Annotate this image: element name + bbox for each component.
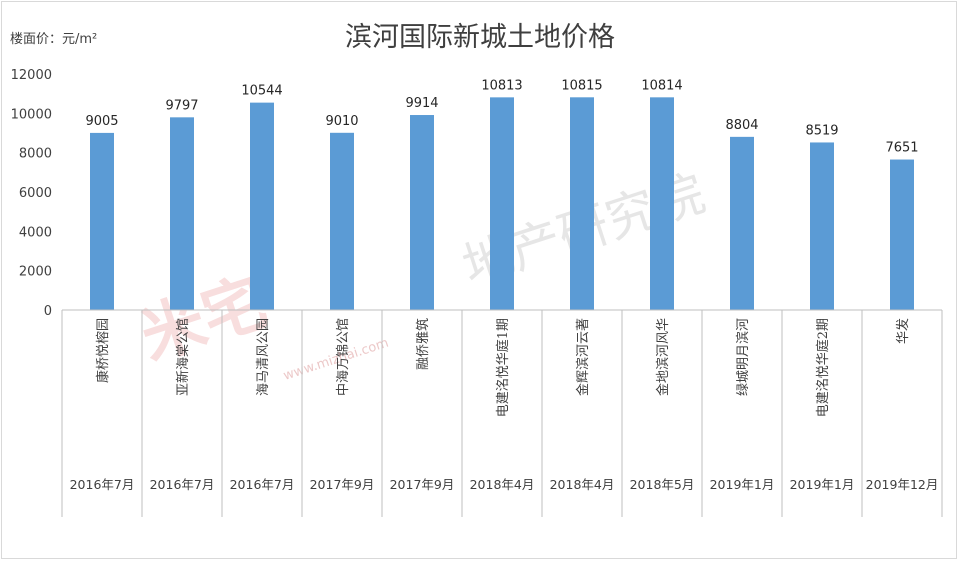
category-label: 电建洺悦华庭2期: [815, 318, 831, 417]
chart-title: 滨河国际新城土地价格: [345, 22, 615, 53]
y-tick-label: 4000: [19, 225, 52, 240]
date-label: 2019年1月: [790, 477, 855, 492]
data-label: 10815: [561, 78, 602, 93]
bar: [90, 132, 114, 310]
y-tick-label: 0: [44, 304, 52, 319]
category-label: 金辉滨河云著: [575, 318, 591, 396]
bars-group: [90, 97, 914, 311]
date-label: 2017年9月: [310, 477, 375, 492]
date-label: 2018年4月: [470, 477, 535, 492]
bar: [490, 97, 514, 310]
bar: [410, 115, 434, 311]
date-label: 2016年7月: [150, 477, 215, 492]
bar: [890, 159, 914, 310]
date-label: 2019年1月: [710, 477, 775, 492]
data-label: 10544: [241, 84, 282, 99]
category-label: 亚新海棠公馆: [175, 318, 191, 396]
labels-group: 9005 康桥悦榕园 2016年7月 9797 亚新海棠公馆 2016年7月 10544 海马…: [70, 78, 939, 492]
data-label: 9914: [405, 96, 438, 111]
bar: [810, 142, 834, 310]
data-label: 9010: [325, 114, 358, 129]
data-label: 7651: [885, 141, 918, 156]
date-label: 2018年5月: [630, 477, 695, 492]
bar: [570, 97, 594, 311]
date-label: 2019年12月: [866, 477, 939, 492]
category-label: 绿城明月滨河: [735, 318, 751, 396]
category-label: 融侨雅筑: [415, 318, 431, 370]
bar: [650, 97, 674, 310]
date-label: 2016年7月: [70, 477, 135, 492]
data-label: 8804: [725, 118, 758, 133]
y-axis-label: 楼面价：元/m²: [10, 32, 97, 47]
data-label: 10813: [481, 78, 522, 93]
bar: [330, 132, 354, 310]
bar: [250, 102, 274, 310]
date-label: 2018年4月: [550, 477, 615, 492]
y-tick-label: 6000: [19, 186, 52, 201]
category-label: 海马清风公园: [256, 318, 271, 396]
data-label: 9005: [85, 114, 118, 129]
date-label: 2017年9月: [390, 477, 455, 492]
category-label: 康桥悦榕园: [95, 318, 111, 383]
data-label: 10814: [641, 78, 682, 93]
category-label: 中海万锦公馆: [336, 318, 351, 396]
data-label: 8519: [805, 123, 838, 138]
bar: [730, 136, 754, 310]
data-label: 9797: [165, 98, 198, 113]
category-label: 金地滨河风华: [655, 318, 671, 396]
y-tick-label: 12000: [11, 68, 52, 83]
y-tick-label: 10000: [11, 107, 52, 122]
y-tick-label: 2000: [19, 265, 52, 280]
y-tick-label: 8000: [19, 147, 52, 162]
date-label: 2016年7月: [230, 477, 295, 492]
category-label: 华发: [895, 318, 911, 344]
axes-group: 0 2000 4000 6000 8000 10000 12000: [11, 68, 943, 517]
category-label: 电建洺悦华庭1期: [495, 318, 511, 417]
bar: [170, 117, 194, 310]
